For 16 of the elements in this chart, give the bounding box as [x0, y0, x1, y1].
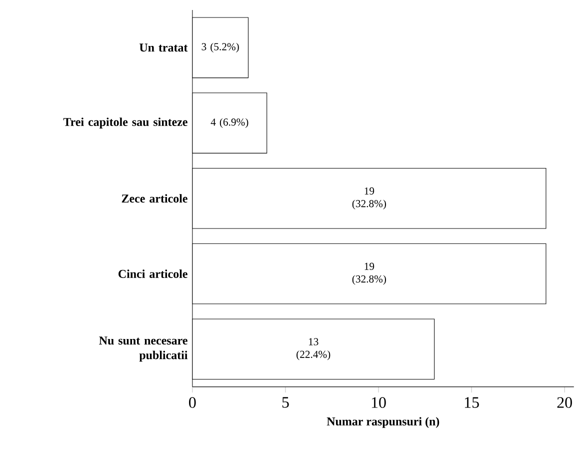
data-label: 19 (32.8%) — [352, 262, 386, 285]
y-tick-label: Un tratat — [140, 44, 188, 52]
y-tick-label: Nu sunt necesare publicatii — [99, 336, 188, 362]
data-label: 19 (32.8%) — [352, 188, 386, 210]
x-axis-title: Numar raspunsuri (n) — [326, 417, 440, 428]
x-tick-label: 5 — [282, 397, 289, 408]
x-tick-label: 20 — [557, 397, 572, 408]
y-tick-label: Trei capitole sau sinteze — [63, 118, 188, 129]
data-label: 4 (6.9%) — [210, 118, 248, 128]
x-tick-label: 0 — [189, 397, 196, 408]
x-tick-label: 15 — [464, 397, 479, 408]
data-label: 13 (22.4%) — [296, 338, 330, 360]
y-tick-label: Cinci articole — [118, 270, 188, 278]
y-tick-label: Zece articole — [122, 194, 188, 203]
data-label: 3 (5.2%) — [202, 43, 239, 53]
x-tick-label: 10 — [372, 397, 386, 408]
